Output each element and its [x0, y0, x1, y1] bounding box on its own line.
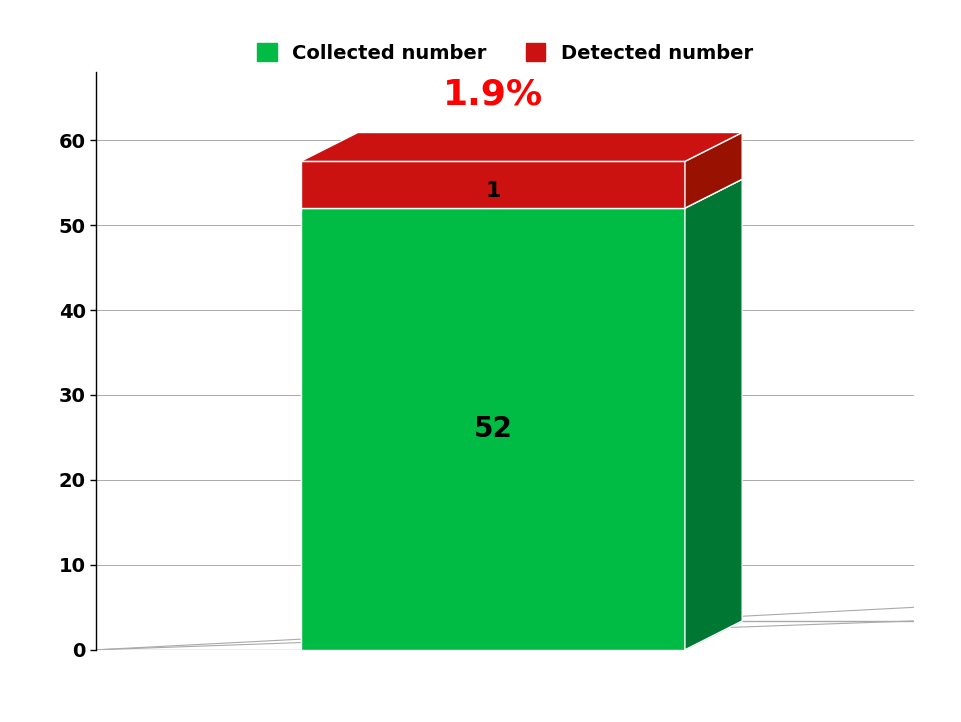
Polygon shape	[300, 208, 684, 650]
Polygon shape	[684, 179, 741, 650]
Polygon shape	[684, 133, 741, 208]
Polygon shape	[300, 179, 741, 208]
Polygon shape	[300, 162, 684, 208]
Text: 1: 1	[484, 181, 500, 201]
Text: 1.9%: 1.9%	[442, 77, 542, 111]
Text: 52: 52	[473, 415, 511, 443]
Polygon shape	[300, 133, 741, 162]
Legend: Collected number, Detected number: Collected number, Detected number	[249, 35, 760, 71]
